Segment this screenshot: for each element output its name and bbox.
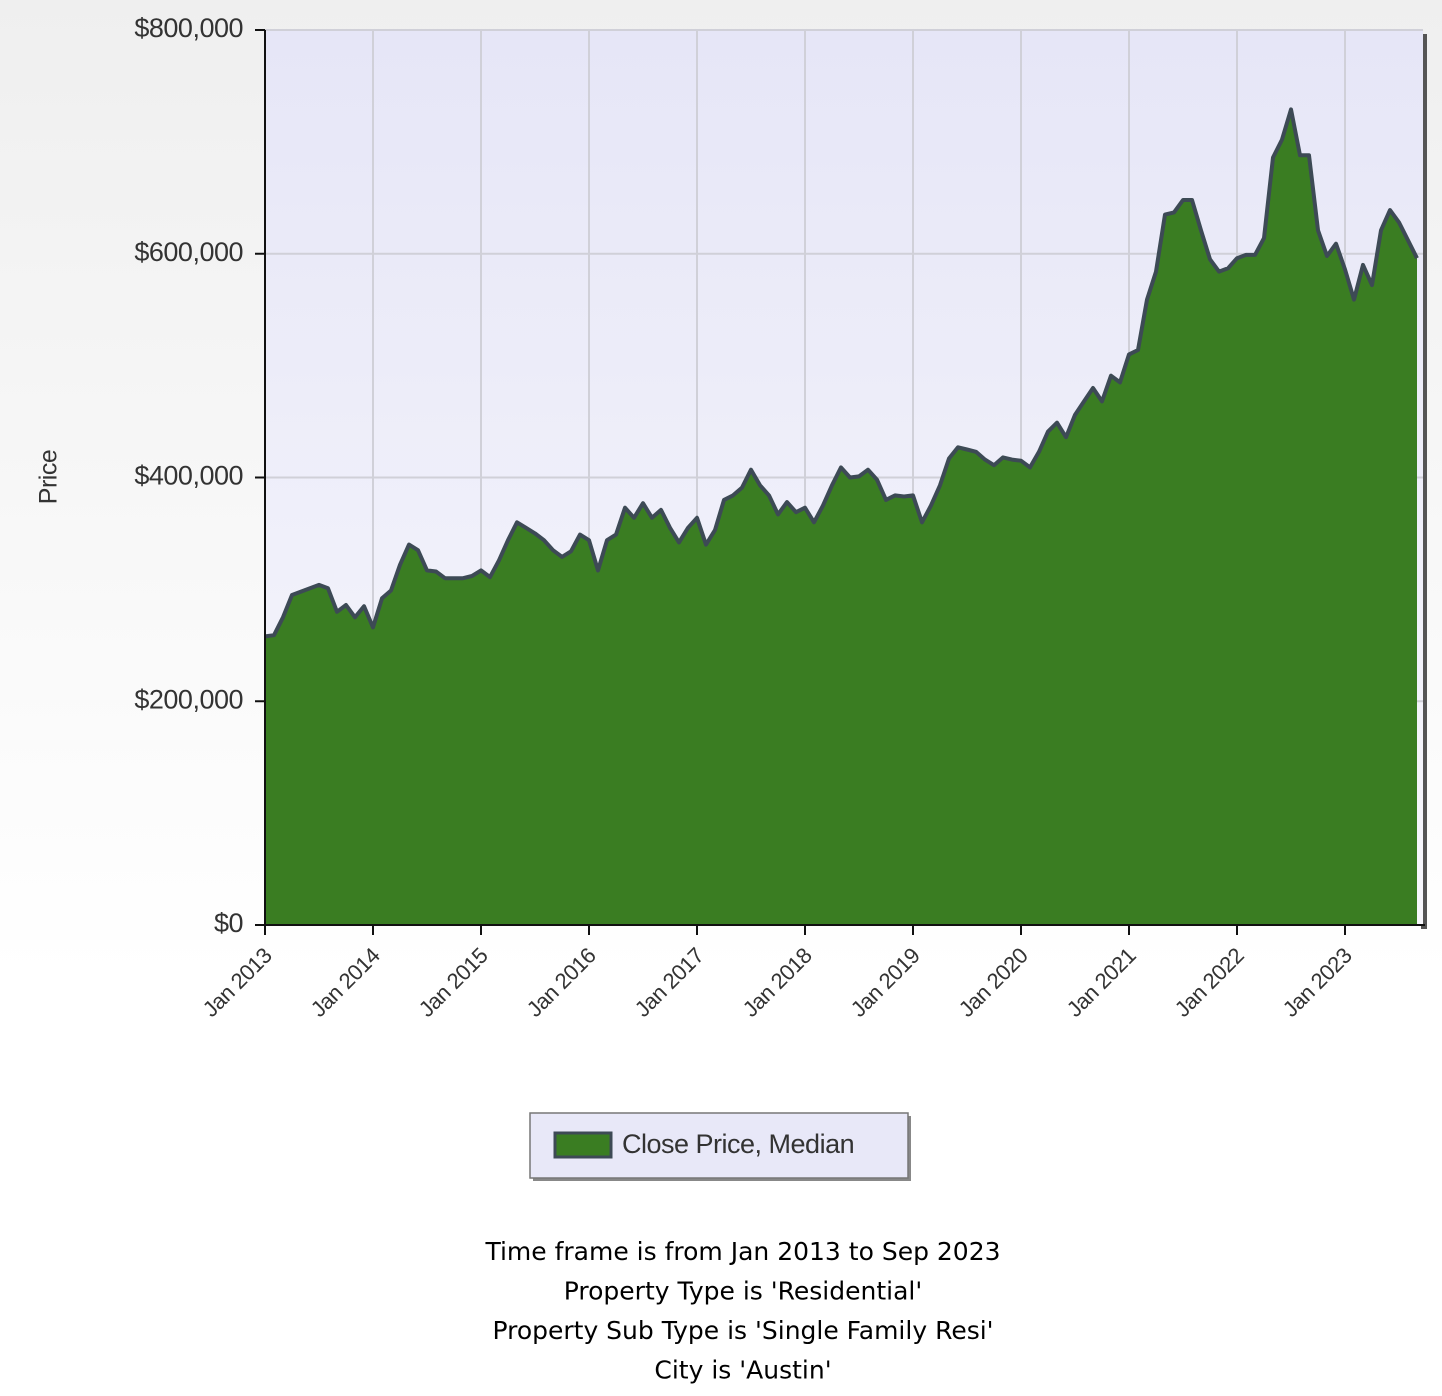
y-tick-label: $800,000 bbox=[134, 13, 243, 43]
y-tick-label: $200,000 bbox=[134, 684, 243, 714]
area-outline bbox=[264, 107, 1419, 639]
footnote: Property Sub Type is 'Single Family Resi… bbox=[492, 1316, 993, 1345]
footnote: City is 'Austin' bbox=[654, 1356, 831, 1385]
x-tick-label: Jan 2014 bbox=[306, 943, 385, 1022]
x-tick-label: Jan 2017 bbox=[630, 943, 709, 1022]
x-tick-label: Jan 2013 bbox=[198, 943, 277, 1022]
x-tick-label: Jan 2022 bbox=[1170, 943, 1249, 1022]
x-tick-label: Jan 2021 bbox=[1062, 943, 1141, 1022]
x-tick-label: Jan 2018 bbox=[738, 943, 817, 1022]
x-tick-label: Jan 2016 bbox=[522, 943, 601, 1022]
y-tick-label: $0 bbox=[214, 908, 243, 938]
x-tick-label: Jan 2020 bbox=[954, 943, 1033, 1022]
y-tick-label: $400,000 bbox=[134, 461, 243, 491]
footnote: Time frame is from Jan 2013 to Sep 2023 bbox=[484, 1237, 1000, 1266]
y-tick-label: $600,000 bbox=[134, 237, 243, 267]
footnote: Property Type is 'Residential' bbox=[564, 1277, 922, 1306]
x-tick-label: Jan 2015 bbox=[414, 943, 493, 1022]
legend-label: Close Price, Median bbox=[622, 1129, 854, 1159]
legend-swatch bbox=[553, 1131, 613, 1159]
plot-shadow bbox=[1421, 34, 1427, 929]
x-tick-label: Jan 2023 bbox=[1278, 943, 1357, 1022]
area bbox=[265, 109, 1417, 925]
y-axis-label: Price bbox=[35, 450, 63, 504]
x-tick-label: Jan 2019 bbox=[846, 943, 925, 1022]
